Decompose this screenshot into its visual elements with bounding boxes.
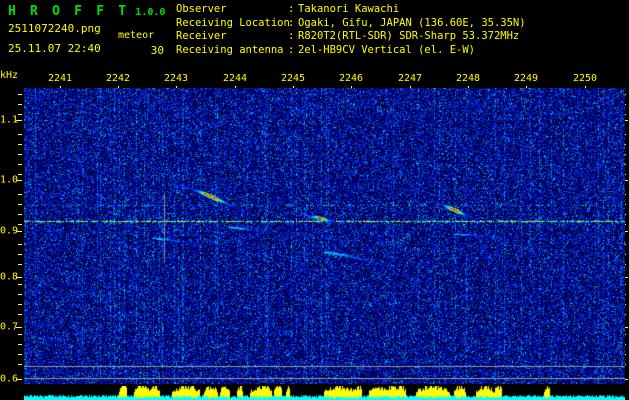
y-axis-label: 1.1 [0,114,18,126]
y-axis-tick-minor [18,164,22,165]
y-axis-tick-minor [18,254,22,255]
mode-label: meteor [118,30,155,41]
y-axis-tick-right [623,277,628,278]
y-axis-tick-minor [18,284,22,285]
y-axis-tick-minor [18,94,22,95]
metadata-row: Receiving antenna:2el-HB9CV Vertical (el… [176,44,526,58]
metadata-block: Observer: Takanori Kawachi Receiving Locat… [176,3,526,57]
y-axis-tick-minor [18,344,22,345]
app-title-text: H R O F F T [8,4,130,19]
y-axis-tick-minor [18,264,22,265]
y-axis-tick-minor [18,154,22,155]
y-axis-label: 0.6 [0,373,18,385]
metadata-key: Receiver [176,30,227,42]
y-axis-tick-minor [18,214,22,215]
y-axis-tick-minor [18,204,22,205]
y-axis-tick-minor [18,224,22,225]
y-axis-tick-right [623,327,628,328]
y-axis-tick-minor [18,364,22,365]
metadata-separator: : [288,30,295,42]
y-axis-label: 1.0 [0,174,18,186]
amplitude-canvas [24,386,625,400]
y-axis-tick-minor [18,174,22,175]
file-datetime: 25.11.07 22:40 [8,42,101,55]
y-axis-tick-right [623,231,628,232]
y-axis-label: 0.7 [0,321,18,333]
x-axis-label: 2249 [513,73,539,84]
metadata-value: R820T2(RTL-SDR) SDR-Sharp 53.372MHz [298,30,520,42]
y-axis-tick-minor [18,144,22,145]
x-axis-label: 2242 [105,73,131,84]
x-axis-label: 2241 [47,73,73,84]
metadata-key: Observer [176,3,227,15]
y-axis-tick-major [16,277,22,278]
x-axis-label: 2250 [572,73,598,84]
spectrogram-canvas [24,88,625,384]
event-count: 30 [150,44,164,57]
y-axis-tick-right [623,180,628,181]
y-axis-tick-minor [18,354,22,355]
y-axis-label: 0.9 [0,225,18,237]
metadata-value: 2el-HB9CV Vertical (el. E-W) [298,43,476,56]
y-axis-tick-minor [18,104,22,105]
y-axis-tick-minor [18,194,22,195]
x-axis-label: 2246 [338,73,364,84]
y-axis-unit-label: kHz [0,70,19,81]
metadata-separator: : [288,16,295,29]
metadata-row: Receiving Location: Ogaki, Gifu, JAPAN (1… [176,17,526,31]
y-axis-tick-right [623,379,628,380]
y-axis-tick-major [16,231,22,232]
amplitude-strip [24,386,625,400]
y-axis-tick-minor [18,244,22,245]
y-axis-tick-minor [18,134,22,135]
x-axis-label: 2245 [280,73,306,84]
y-axis-tick-minor [18,314,22,315]
metadata-row: Observer: Takanori Kawachi [176,3,526,17]
metadata-row: Receiver: R820T2(RTL-SDR) SDR-Sharp 53.37… [176,30,526,44]
y-axis-tick-right [623,120,628,121]
y-axis-tick-minor [18,114,22,115]
app-title: H R O F F T 1.0.0 [8,4,165,19]
metadata-separator: : [288,43,295,56]
x-axis-label: 2243 [163,73,189,84]
spectrogram-plot [24,88,625,384]
x-axis-label: 2247 [397,73,423,84]
file-name: 2511072240.png [8,22,101,35]
metadata-key: Receiving Location [176,16,290,29]
metadata-value: Ogaki, Gifu, JAPAN (136.60E, 35.35N) [298,16,526,29]
metadata-value: Takanori Kawachi [298,3,400,15]
metadata-separator: : [288,3,295,15]
y-axis-tick-major [16,120,22,121]
metadata-key: Receiving antenna [176,43,284,56]
y-axis-tick-major [16,327,22,328]
y-axis-tick-minor [18,334,22,335]
x-axis-label: 2248 [455,73,481,84]
y-axis-tick-minor [18,304,22,305]
y-axis-tick-major [16,379,22,380]
x-axis-label: 2244 [222,73,248,84]
y-axis-label: 0.8 [0,271,18,283]
header-bar: H R O F F T 1.0.0 2511072240.png 25.11.07… [0,0,629,66]
y-axis-tick-major [16,180,22,181]
app-version: 1.0.0 [135,7,166,18]
y-axis-tick-minor [18,294,22,295]
